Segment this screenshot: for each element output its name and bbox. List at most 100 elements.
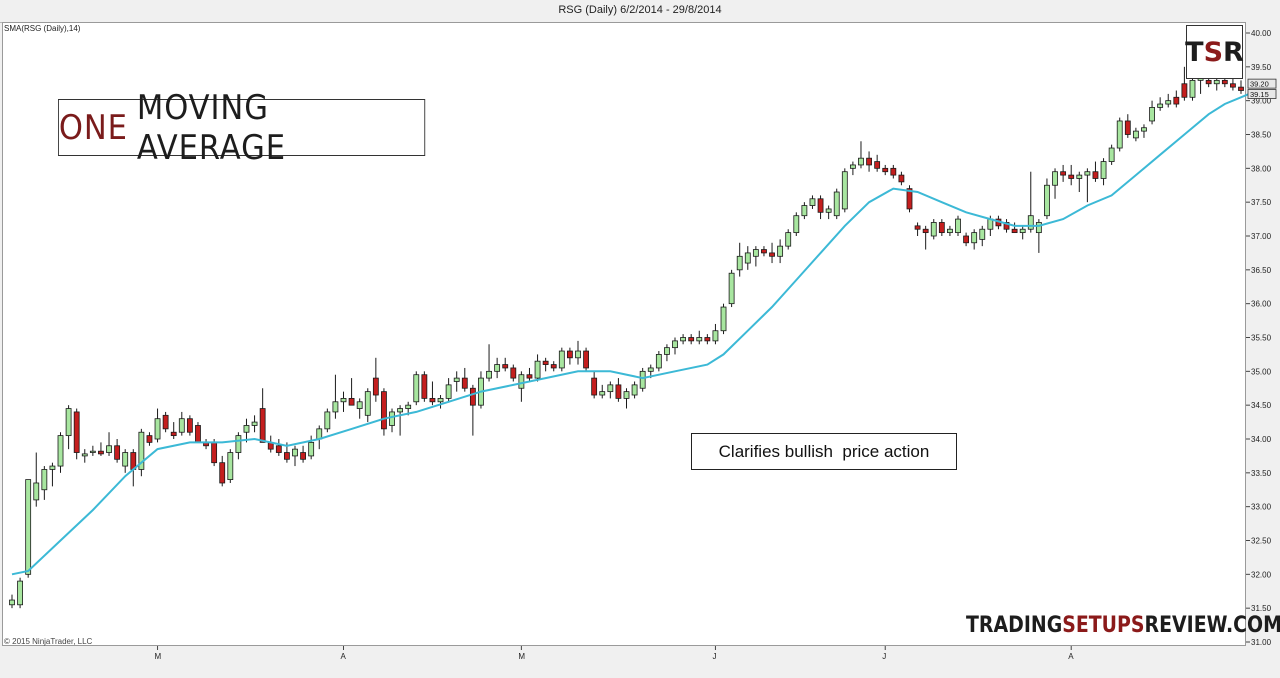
candle[interactable] [445, 378, 452, 402]
candle[interactable] [890, 164, 897, 179]
candle[interactable] [583, 347, 589, 372]
candle[interactable] [348, 378, 355, 406]
candle[interactable] [777, 239, 784, 264]
candle[interactable] [801, 202, 808, 220]
candle[interactable] [1003, 219, 1010, 233]
candle[interactable] [413, 371, 420, 406]
candle[interactable] [154, 408, 161, 443]
candle[interactable] [680, 334, 687, 345]
candle[interactable] [922, 225, 929, 250]
candle[interactable] [696, 330, 703, 345]
candle[interactable] [1011, 222, 1018, 234]
candle[interactable] [1238, 80, 1244, 94]
candle[interactable] [1076, 171, 1083, 193]
candle[interactable] [316, 425, 323, 450]
candle[interactable] [825, 205, 832, 220]
candle[interactable] [356, 398, 363, 419]
candle[interactable] [1100, 158, 1107, 186]
candle[interactable] [672, 337, 678, 355]
candle[interactable] [720, 303, 727, 335]
candle[interactable] [542, 357, 549, 372]
candle[interactable] [195, 422, 201, 443]
candle[interactable] [631, 381, 638, 399]
candle[interactable] [785, 229, 792, 250]
candle[interactable] [170, 422, 177, 439]
candle[interactable] [364, 388, 371, 423]
candle[interactable] [1084, 168, 1091, 203]
candle[interactable] [219, 455, 226, 487]
candle[interactable] [849, 161, 856, 176]
candle[interactable] [397, 405, 404, 436]
candle[interactable] [1181, 66, 1188, 101]
candle[interactable] [300, 445, 306, 463]
candle[interactable] [841, 168, 848, 213]
candle[interactable] [17, 577, 23, 609]
candle[interactable] [227, 449, 234, 483]
candle[interactable] [623, 388, 630, 409]
candle[interactable] [858, 141, 864, 169]
candle[interactable] [550, 361, 557, 372]
candle[interactable] [866, 151, 872, 172]
candle[interactable] [591, 371, 598, 399]
candle[interactable] [292, 445, 298, 467]
candle[interactable] [65, 405, 72, 450]
candle[interactable] [906, 185, 913, 213]
candle[interactable] [1157, 97, 1164, 111]
candle[interactable] [688, 334, 695, 345]
candle[interactable] [122, 449, 129, 473]
candle[interactable] [615, 378, 622, 402]
candle[interactable] [251, 415, 258, 433]
candle[interactable] [728, 269, 735, 308]
candle[interactable] [81, 449, 88, 463]
candle[interactable] [1132, 127, 1139, 142]
time-axis[interactable] [0, 646, 1280, 678]
candle[interactable] [162, 411, 169, 433]
candle[interactable] [793, 212, 800, 236]
candle[interactable] [809, 195, 816, 209]
candle[interactable] [494, 357, 501, 379]
candle[interactable] [874, 154, 881, 172]
candle[interactable] [203, 439, 209, 450]
candle[interactable] [882, 164, 889, 176]
candle[interactable] [898, 171, 905, 186]
candle[interactable] [49, 462, 56, 487]
candle[interactable] [664, 344, 670, 362]
candle[interactable] [324, 408, 331, 433]
candle[interactable] [704, 334, 711, 345]
candle[interactable] [712, 323, 719, 345]
candle[interactable] [639, 367, 646, 392]
candle[interactable] [955, 215, 961, 236]
candle[interactable] [114, 439, 121, 463]
candle[interactable] [25, 479, 32, 578]
candle[interactable] [235, 432, 242, 460]
candle[interactable] [502, 357, 509, 372]
candle[interactable] [655, 351, 662, 372]
candle[interactable] [1068, 164, 1075, 186]
candle[interactable] [138, 428, 145, 477]
candle[interactable] [89, 445, 96, 456]
candle[interactable] [1108, 144, 1115, 165]
candle[interactable] [914, 222, 921, 236]
candle[interactable] [1035, 219, 1042, 253]
candle[interactable] [817, 195, 824, 220]
candle[interactable] [275, 439, 282, 456]
candle[interactable] [607, 381, 614, 399]
candle[interactable] [308, 435, 315, 460]
candle[interactable] [769, 242, 775, 264]
candle[interactable] [1027, 171, 1034, 233]
candle[interactable] [41, 466, 48, 500]
candle[interactable] [761, 246, 767, 257]
candle[interactable] [1092, 161, 1099, 182]
candle[interactable] [429, 381, 436, 406]
candle[interactable] [381, 388, 387, 436]
candle[interactable] [599, 384, 606, 399]
candle[interactable] [267, 435, 274, 453]
candle[interactable] [752, 246, 759, 267]
candle[interactable] [1141, 124, 1147, 138]
candle[interactable] [938, 219, 945, 236]
candle[interactable] [486, 344, 492, 382]
candle[interactable] [736, 242, 743, 277]
candle[interactable] [963, 232, 969, 247]
candle[interactable] [372, 357, 379, 402]
candle[interactable] [1149, 100, 1155, 125]
